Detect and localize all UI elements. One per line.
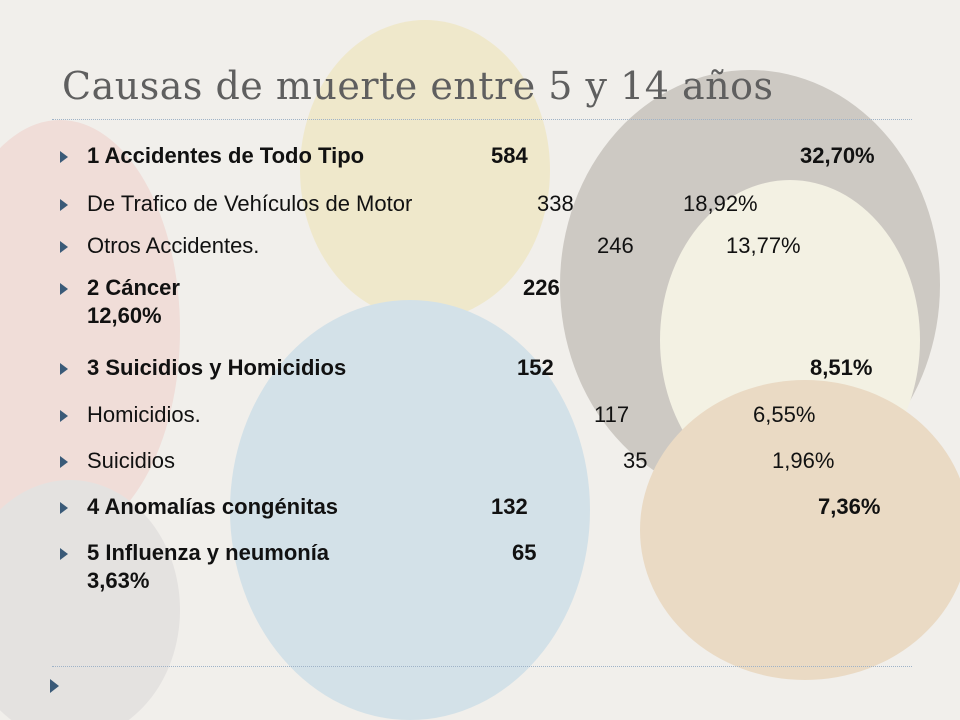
cause-count: 35 bbox=[623, 448, 648, 473]
list-item: 5 Influenza y neumonía 65 3,63% bbox=[60, 540, 920, 610]
cause-count: 246 bbox=[597, 233, 634, 258]
cause-label: Otros Accidentes. bbox=[87, 233, 260, 258]
footer-arrow-icon bbox=[50, 679, 59, 693]
cause-percent: 6,55% bbox=[753, 402, 816, 427]
bullet-arrow-icon bbox=[60, 363, 68, 375]
footer-divider bbox=[52, 666, 912, 667]
list-item: Homicidios. 117 6,55% bbox=[60, 402, 920, 448]
cause-count: 65 bbox=[512, 540, 537, 565]
cause-count: 226 bbox=[523, 275, 560, 300]
list-item: 2 Cáncer 226 12,60% bbox=[60, 275, 920, 355]
cause-label: 5 Influenza y neumonía bbox=[87, 540, 330, 565]
cause-count: 117 bbox=[594, 402, 630, 427]
bullet-arrow-icon bbox=[60, 456, 68, 468]
bullet-arrow-icon bbox=[60, 502, 68, 514]
cause-percent: 12,60% bbox=[87, 303, 162, 328]
bullet-arrow-icon bbox=[60, 241, 68, 253]
cause-label: 2 Cáncer bbox=[87, 275, 180, 300]
list-item: 1 Accidentes de Todo Tipo 584 32,70% bbox=[60, 143, 920, 177]
slide-title: Causas de muerte entre 5 y 14 años bbox=[62, 64, 774, 108]
bullet-arrow-icon bbox=[60, 199, 68, 211]
cause-percent: 1,96% bbox=[772, 448, 835, 473]
bullet-arrow-icon bbox=[60, 151, 68, 163]
list-item: 4 Anomalías congénitas 132 7,36% bbox=[60, 494, 920, 540]
bullet-arrow-icon bbox=[60, 548, 68, 560]
title-divider bbox=[52, 119, 912, 120]
cause-percent: 8,51% bbox=[810, 355, 873, 380]
cause-percent: 3,63% bbox=[87, 568, 150, 593]
cause-count: 584 bbox=[491, 143, 528, 168]
cause-label: Suicidios bbox=[87, 448, 176, 473]
cause-label: 1 Accidentes de Todo Tipo bbox=[87, 143, 365, 168]
cause-label: 3 Suicidios y Homicidios bbox=[87, 355, 347, 380]
list-item: Otros Accidentes. 246 13,77% bbox=[60, 233, 920, 275]
cause-percent: 13,77% bbox=[726, 233, 801, 258]
cause-label: 4 Anomalías congénitas bbox=[87, 494, 339, 519]
cause-count: 338 bbox=[537, 191, 574, 216]
list-item: 3 Suicidios y Homicidios 152 8,51% bbox=[60, 355, 920, 402]
cause-percent: 18,92% bbox=[683, 191, 758, 216]
causes-list: 1 Accidentes de Todo Tipo 584 32,70% De … bbox=[60, 135, 920, 610]
list-item: De Trafico de Vehículos de Motor 338 18,… bbox=[60, 191, 920, 233]
cause-count: 152 bbox=[517, 355, 554, 380]
cause-percent: 7,36% bbox=[818, 494, 881, 519]
bullet-arrow-icon bbox=[60, 410, 68, 422]
bullet-arrow-icon bbox=[60, 283, 68, 295]
cause-label: Homicidios. bbox=[87, 402, 201, 427]
cause-percent: 32,70% bbox=[800, 143, 875, 168]
cause-count: 132 bbox=[491, 494, 528, 519]
list-item: Suicidios 35 1,96% bbox=[60, 448, 920, 494]
cause-label: De Trafico de Vehículos de Motor bbox=[87, 191, 413, 216]
